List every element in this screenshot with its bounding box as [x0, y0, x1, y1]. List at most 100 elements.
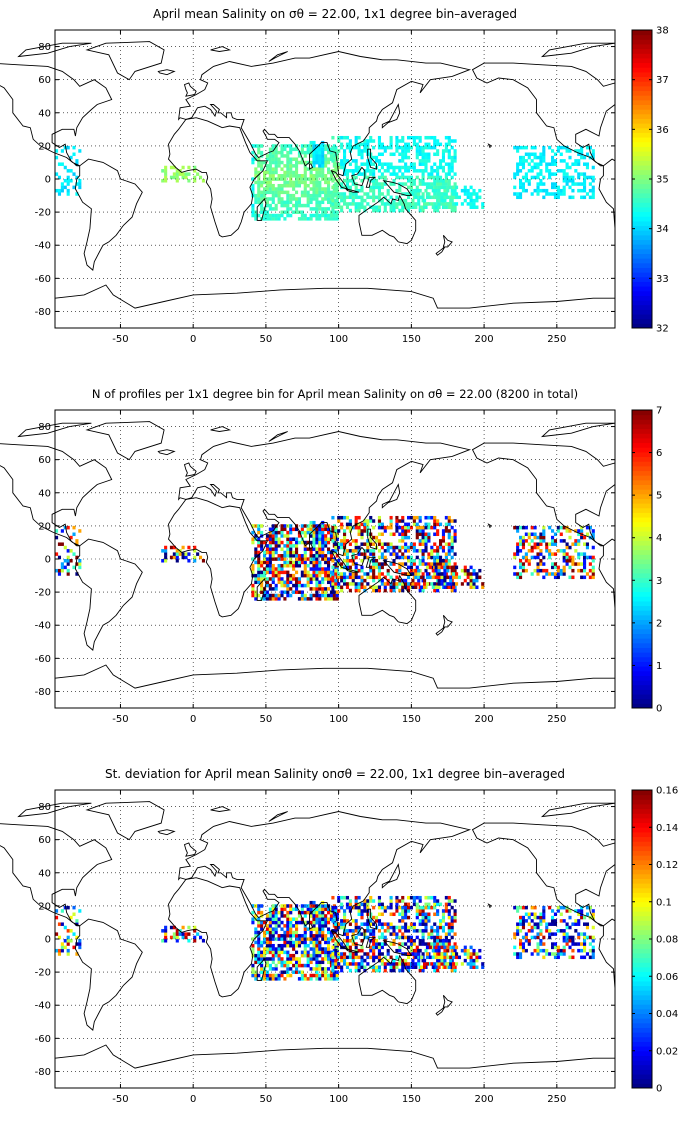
data-cell: [354, 165, 358, 170]
data-cell: [321, 174, 325, 178]
data-cell: [175, 929, 179, 933]
data-cell: [312, 193, 316, 198]
data-cell: [404, 169, 408, 173]
data-cell: [63, 565, 67, 570]
data-cell: [315, 540, 319, 545]
data-cell: [331, 205, 335, 209]
data-cell: [389, 532, 393, 537]
data-cell: [366, 519, 370, 523]
data-cell: [411, 582, 415, 586]
data-cell: [450, 208, 454, 213]
data-cell: [409, 905, 414, 910]
data-cell: [181, 555, 185, 560]
data-cell: [446, 582, 450, 586]
data-cell: [452, 952, 456, 956]
data-cell: [395, 139, 399, 143]
coastline-segment: [471, 442, 616, 547]
data-cell: [478, 948, 482, 953]
data-cell: [585, 525, 590, 530]
data-cell: [345, 965, 350, 969]
data-cell: [409, 135, 414, 140]
data-cell: [315, 963, 319, 968]
data-cell: [533, 925, 537, 930]
data-cell: [516, 195, 520, 200]
data-cell: [251, 920, 255, 925]
coastline-segment: [168, 877, 269, 998]
data-cell: [577, 922, 581, 926]
data-cell: [327, 920, 331, 925]
data-cell: [383, 182, 387, 186]
colorbar-swatch: [632, 192, 652, 199]
data-cell: [377, 159, 382, 163]
data-cell: [271, 217, 275, 221]
data-cell: [472, 568, 476, 573]
data-cell: [337, 195, 341, 200]
data-cell: [315, 977, 319, 981]
data-cell: [354, 519, 358, 523]
data-cell: [447, 585, 451, 589]
data-cell: [360, 152, 364, 157]
data-cell: [303, 160, 307, 165]
data-cell: [588, 948, 592, 953]
data-cell: [201, 559, 206, 563]
data-cell: [345, 522, 350, 527]
data-cell: [404, 529, 408, 533]
data-cell: [401, 205, 405, 209]
data-cell: [363, 578, 367, 583]
data-cell: [441, 532, 446, 537]
data-cell: [286, 183, 290, 188]
data-cell: [548, 145, 552, 150]
data-cell: [295, 157, 299, 161]
data-cell: [306, 147, 310, 152]
data-cell: [286, 200, 290, 205]
data-cell: [66, 169, 70, 173]
data-cell: [583, 562, 587, 566]
data-cell: [420, 965, 424, 969]
data-cell: [542, 535, 546, 540]
y-tick-label: -20: [35, 588, 51, 599]
data-cell: [283, 914, 287, 918]
colorbar-swatch: [632, 127, 652, 133]
data-cell: [530, 555, 534, 560]
data-cell: [455, 185, 459, 190]
data-cell: [521, 915, 526, 920]
data-cell: [274, 910, 278, 915]
data-cell: [577, 159, 581, 163]
data-cell: [369, 139, 373, 143]
data-cell: [318, 534, 322, 538]
data-cell: [516, 145, 520, 150]
data-cell: [303, 573, 307, 578]
data-cell: [447, 532, 451, 537]
colorbar-swatch: [632, 638, 652, 644]
data-cell: [404, 929, 408, 933]
data-cell: [327, 580, 331, 585]
data-cell: [271, 200, 275, 205]
data-cell: [412, 922, 416, 926]
data-cell: [354, 539, 358, 543]
data-cell: [530, 165, 534, 170]
data-cell: [257, 164, 261, 168]
data-cell: [318, 573, 322, 578]
data-cell: [295, 547, 299, 551]
data-cell: [343, 545, 347, 550]
data-cell: [357, 135, 361, 140]
data-cell: [315, 947, 319, 951]
data-cell: [536, 165, 540, 170]
data-cell: [404, 142, 408, 147]
data-cell: [380, 952, 384, 956]
data-cell: [175, 179, 179, 183]
data-cell: [351, 198, 355, 203]
data-cell: [324, 537, 328, 541]
data-cell: [418, 912, 422, 917]
data-cell: [444, 525, 448, 530]
data-cell: [437, 195, 441, 200]
data-cell: [351, 952, 355, 956]
data-cell: [412, 519, 416, 523]
data-cell: [348, 922, 352, 926]
data-cell: [450, 542, 454, 546]
data-cell: [460, 568, 464, 573]
data-cell: [524, 905, 528, 910]
data-cell: [55, 529, 59, 533]
data-cell: [175, 549, 179, 553]
data-cell: [404, 545, 408, 550]
